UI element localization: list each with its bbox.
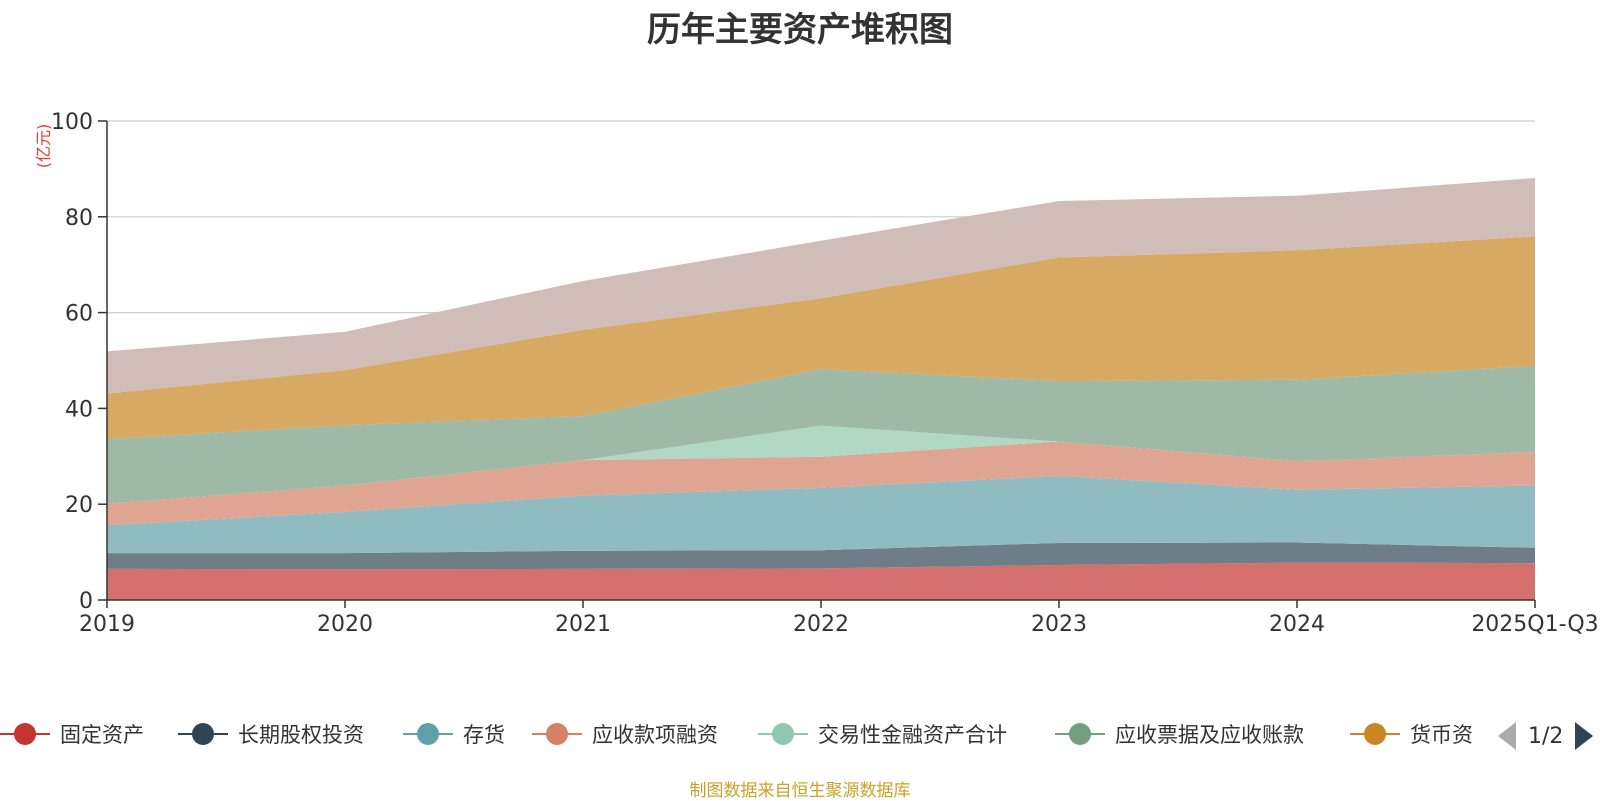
legend: 固定资产 长期股权投资 存货 应收款项融资 交易性金融资产合计 应收票据及应收账款 货币资: [0, 716, 1600, 756]
source-note: 制图数据来自恒生聚源数据库: [689, 781, 911, 801]
y-tick-label: 80: [65, 206, 93, 231]
legend-next-page-icon[interactable]: [1575, 722, 1594, 750]
legend-label: 存货: [463, 723, 505, 747]
legend-label: 固定资产: [60, 723, 144, 747]
area-series-0[interactable]: [107, 562, 1535, 600]
chart-title: 历年主要资产堆积图: [647, 10, 953, 50]
x-tick-label: 2025Q1-Q3: [1471, 612, 1598, 637]
legend-marker-icon: [758, 716, 808, 752]
y-tick-label: 60: [65, 302, 93, 327]
area-series-5[interactable]: [107, 365, 1535, 504]
legend-item[interactable]: 交易性金融资产合计: [758, 716, 1007, 752]
y-tick-label: 40: [65, 397, 93, 422]
legend-marker-icon: [532, 716, 582, 752]
legend-item[interactable]: 应收票据及应收账款: [1055, 716, 1304, 752]
y-tick-label: 100: [51, 110, 93, 135]
area-series-6[interactable]: [107, 236, 1535, 440]
legend-item[interactable]: 货币资: [1350, 716, 1473, 752]
x-tick-label: 2024: [1269, 612, 1325, 637]
x-tick-label: 2019: [79, 612, 135, 637]
area-series-7[interactable]: [107, 178, 1535, 394]
area-series-1[interactable]: [107, 542, 1535, 570]
legend-label: 交易性金融资产合计: [818, 723, 1007, 747]
y-tick-label: 20: [65, 493, 93, 518]
x-tick-label: 2022: [793, 612, 849, 637]
y-axis-unit-label: (亿元): [34, 124, 53, 169]
area-series-2[interactable]: [107, 475, 1535, 554]
legend-marker-icon: [178, 716, 228, 752]
x-tick-label: 2021: [555, 612, 611, 637]
legend-page-indicator: 1/2: [1528, 723, 1564, 749]
y-tick-label: 0: [79, 589, 93, 614]
legend-marker-icon: [1350, 716, 1400, 752]
area-series-3[interactable]: [107, 441, 1535, 526]
legend-label: 应收款项融资: [592, 723, 718, 747]
legend-label: 应收票据及应收账款: [1115, 723, 1304, 747]
legend-item[interactable]: 固定资产: [0, 716, 144, 752]
legend-marker-icon: [1055, 716, 1105, 752]
legend-marker-icon: [403, 716, 453, 752]
legend-item[interactable]: 应收款项融资: [532, 716, 718, 752]
legend-label: 货币资: [1410, 723, 1473, 747]
area-series-4[interactable]: [107, 425, 1535, 504]
chart-plot: 0 20 40 60 80 100 2019 2020 2021 2022 2023 2024 2025…: [34, 110, 1599, 637]
legend-item[interactable]: 长期股权投资: [178, 716, 364, 752]
legend-marker-icon: [0, 716, 50, 752]
legend-pager: 1/2: [1498, 720, 1594, 752]
x-tick-label: 2023: [1031, 612, 1087, 637]
legend-prev-page-icon[interactable]: [1498, 722, 1516, 750]
legend-label: 长期股权投资: [238, 723, 364, 747]
legend-item[interactable]: 存货: [403, 716, 505, 752]
x-tick-label: 2020: [317, 612, 373, 637]
